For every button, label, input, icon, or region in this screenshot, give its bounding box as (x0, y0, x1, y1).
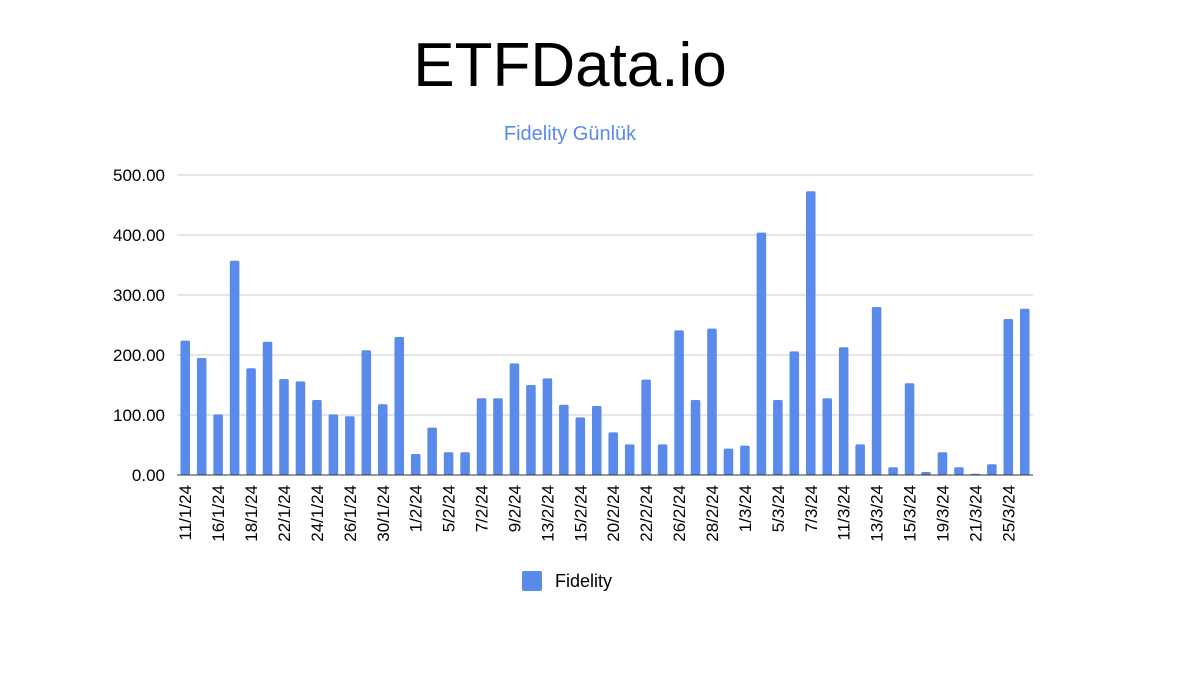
bar (213, 414, 223, 475)
bar (756, 232, 767, 475)
bar (805, 191, 816, 475)
y-tick-label: 200.00 (113, 346, 165, 365)
y-tick-label: 100.00 (113, 406, 165, 425)
x-tick-label: 11/1/24 (176, 485, 195, 540)
x-tick-label: 13/2/24 (538, 485, 557, 542)
bar (377, 404, 388, 475)
bar (262, 341, 273, 475)
bar (526, 385, 536, 475)
x-tick-label: 15/3/24 (901, 485, 920, 542)
x-tick-label: 7/3/24 (802, 485, 821, 532)
x-tick-label: 30/1/24 (374, 485, 393, 542)
bar (410, 454, 421, 475)
y-tick-label: 0.00 (132, 466, 165, 485)
bar (559, 404, 569, 475)
bar (987, 464, 997, 475)
page-header-title: ETFData.io (413, 31, 727, 100)
x-tick-label: 25/3/24 (999, 485, 1018, 542)
bar (591, 406, 602, 475)
legend: Fidelity (522, 571, 612, 591)
bar (707, 328, 717, 475)
bar (1003, 319, 1014, 475)
bar (180, 340, 191, 475)
x-tick-label: 26/2/24 (670, 485, 689, 542)
bar (871, 307, 882, 475)
bar (838, 347, 849, 475)
x-tick-label: 28/2/24 (703, 485, 722, 542)
y-tick-label: 300.00 (113, 286, 165, 305)
bar (493, 398, 503, 475)
bar (954, 467, 964, 475)
bar (328, 414, 339, 475)
x-tick-label: 9/2/24 (505, 485, 524, 532)
bar (740, 445, 750, 475)
bar (641, 379, 651, 475)
gridlines (177, 174, 1033, 416)
legend-label: Fidelity (555, 571, 612, 591)
bar (690, 400, 701, 475)
x-tick-label: 19/3/24 (933, 485, 952, 542)
bar (855, 444, 865, 475)
bar (608, 432, 619, 475)
x-axis-tick-labels: 11/1/24 16/1/24 18/1/24 22/1/24 24/1/24 26/1/… (176, 485, 1018, 542)
bar (279, 379, 289, 475)
bar (575, 417, 586, 475)
bar (542, 378, 553, 475)
x-tick-label: 24/1/24 (308, 485, 327, 542)
x-tick-label: 5/2/24 (440, 485, 459, 532)
x-tick-label: 16/1/24 (209, 485, 228, 542)
x-tick-label: 7/2/24 (473, 485, 492, 532)
x-tick-label: 22/2/24 (637, 485, 656, 542)
bar (196, 358, 207, 475)
x-tick-label: 22/1/24 (275, 485, 294, 542)
bar (460, 452, 470, 475)
bar (476, 398, 487, 475)
x-tick-label: 20/2/24 (604, 485, 623, 542)
bar (246, 368, 256, 475)
bar (773, 400, 783, 475)
legend-swatch (522, 571, 542, 591)
bar (624, 444, 635, 475)
bar (427, 427, 437, 475)
bar (904, 383, 915, 475)
x-tick-label: 5/3/24 (769, 485, 788, 532)
bar (345, 416, 355, 475)
x-tick-label: 26/1/24 (341, 485, 360, 542)
bar (229, 260, 240, 475)
x-tick-label: 11/3/24 (835, 485, 854, 540)
bar (443, 452, 454, 475)
bar (312, 400, 322, 475)
bar (822, 398, 833, 475)
x-tick-label: 1/3/24 (736, 485, 755, 532)
bar (1019, 308, 1030, 475)
chart-title: Fidelity Günlük (504, 123, 637, 145)
bar (509, 363, 520, 475)
bar (921, 472, 931, 475)
y-tick-label: 500.00 (113, 166, 165, 185)
y-tick-label: 400.00 (113, 226, 165, 245)
x-tick-label: 15/2/24 (571, 485, 590, 542)
x-tick-label: 18/1/24 (242, 485, 261, 542)
y-axis-tick-labels: 0.00 100.00 200.00 300.00 400.00 500.00 (113, 166, 165, 485)
bar (888, 467, 898, 475)
bar (723, 448, 734, 475)
bar (361, 350, 372, 475)
bar (295, 381, 306, 475)
bars (180, 191, 1030, 475)
x-tick-label: 1/2/24 (407, 485, 426, 532)
bar (394, 337, 405, 475)
bar (657, 444, 668, 475)
bar (674, 330, 684, 475)
x-tick-label: 13/3/24 (868, 485, 887, 542)
x-tick-label: 21/3/24 (966, 485, 985, 542)
bar (937, 452, 948, 475)
bar (789, 351, 800, 475)
